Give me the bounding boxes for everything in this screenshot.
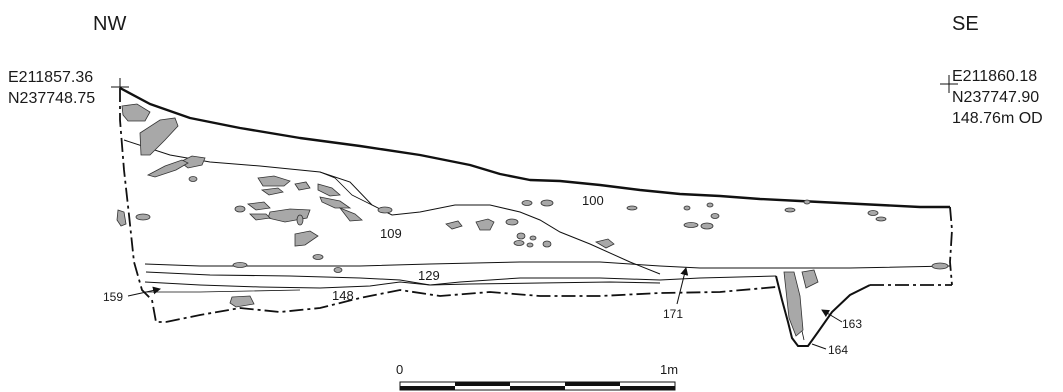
excavation-base-line (165, 284, 952, 323)
right-level-label: 148.76m OD (952, 110, 1043, 127)
stone (875, 216, 887, 222)
stone (338, 207, 363, 222)
leader-164-line (811, 343, 827, 350)
stone (232, 262, 248, 268)
stone (706, 202, 714, 208)
scale-zero-label: 0 (396, 362, 403, 377)
stone (135, 213, 151, 221)
stone (267, 208, 311, 223)
stone (784, 207, 796, 213)
scale-1m-label: 1m (660, 362, 678, 377)
orientation-se-label: SE (952, 13, 979, 35)
stone (803, 199, 811, 205)
layer-129-top-boundary (144, 261, 951, 269)
stone (626, 205, 638, 211)
right-easting-label: E211860.18 (952, 68, 1037, 85)
stone (529, 235, 537, 241)
leader-159-arrow (127, 286, 161, 297)
right-northing-label: N237747.90 (952, 89, 1039, 106)
stone (139, 117, 179, 156)
stone (516, 232, 526, 240)
stone (445, 220, 463, 230)
context-164-label: 164 (828, 343, 848, 357)
stone (867, 210, 879, 216)
stone (234, 205, 246, 213)
stone (931, 262, 949, 270)
stone (249, 213, 271, 221)
stone (700, 222, 714, 230)
stone (683, 205, 691, 211)
stone (246, 201, 271, 211)
stone (505, 218, 519, 226)
stones-group (116, 103, 949, 337)
context-109-label: 109 (380, 226, 402, 241)
stone (521, 200, 533, 206)
scale-bar (399, 381, 676, 391)
left-easting-label: E211857.36 (8, 69, 93, 86)
stone (179, 155, 206, 169)
context-129-label: 129 (418, 268, 440, 283)
scale-segment (455, 382, 510, 386)
orientation-nw-label: NW (93, 13, 126, 35)
stone (710, 213, 720, 219)
ground-surface-line (119, 86, 950, 209)
stone (294, 230, 319, 247)
context-148-label: 148 (332, 288, 354, 303)
scale-segment (510, 386, 565, 390)
layer-159-boundary (145, 289, 301, 293)
scale-segment (620, 386, 675, 390)
stone (188, 176, 198, 182)
left-section-edge (119, 88, 166, 323)
context-163-label: 163 (842, 317, 862, 331)
stone (513, 240, 525, 246)
layer-109-upper-boundary (123, 139, 661, 275)
context-159-label: 159 (103, 290, 123, 304)
stone (260, 187, 284, 196)
stone (257, 175, 291, 187)
stone (683, 222, 699, 228)
stone (540, 199, 554, 207)
layer-148-top-boundary (144, 281, 661, 289)
context-100-label: 100 (582, 193, 604, 208)
stone (377, 206, 393, 214)
scale-segment (400, 386, 455, 390)
stone (229, 295, 255, 308)
right-datum-marker (940, 75, 958, 93)
stone (317, 183, 341, 197)
stone (146, 159, 189, 178)
leader-163-arrow (821, 309, 843, 323)
stone (296, 214, 304, 226)
leader-171-arrow (676, 267, 689, 305)
layer-129-middle-boundary (145, 271, 777, 286)
stone (116, 209, 127, 227)
layer-109-internal-boundary (319, 171, 373, 206)
left-northing-label: N237748.75 (8, 90, 95, 107)
stone (319, 196, 352, 209)
stone (801, 269, 819, 289)
stone (121, 103, 151, 122)
stone (542, 240, 552, 248)
stone (312, 254, 324, 260)
stone (594, 238, 615, 249)
stone (475, 218, 495, 231)
stone (526, 242, 534, 248)
stone (783, 271, 804, 337)
right-section-edge (949, 206, 953, 286)
scale-segment (565, 382, 620, 386)
context-171-label: 171 (663, 307, 683, 321)
cut-164-outline (775, 275, 871, 347)
stone (294, 181, 311, 191)
stone (333, 267, 343, 273)
